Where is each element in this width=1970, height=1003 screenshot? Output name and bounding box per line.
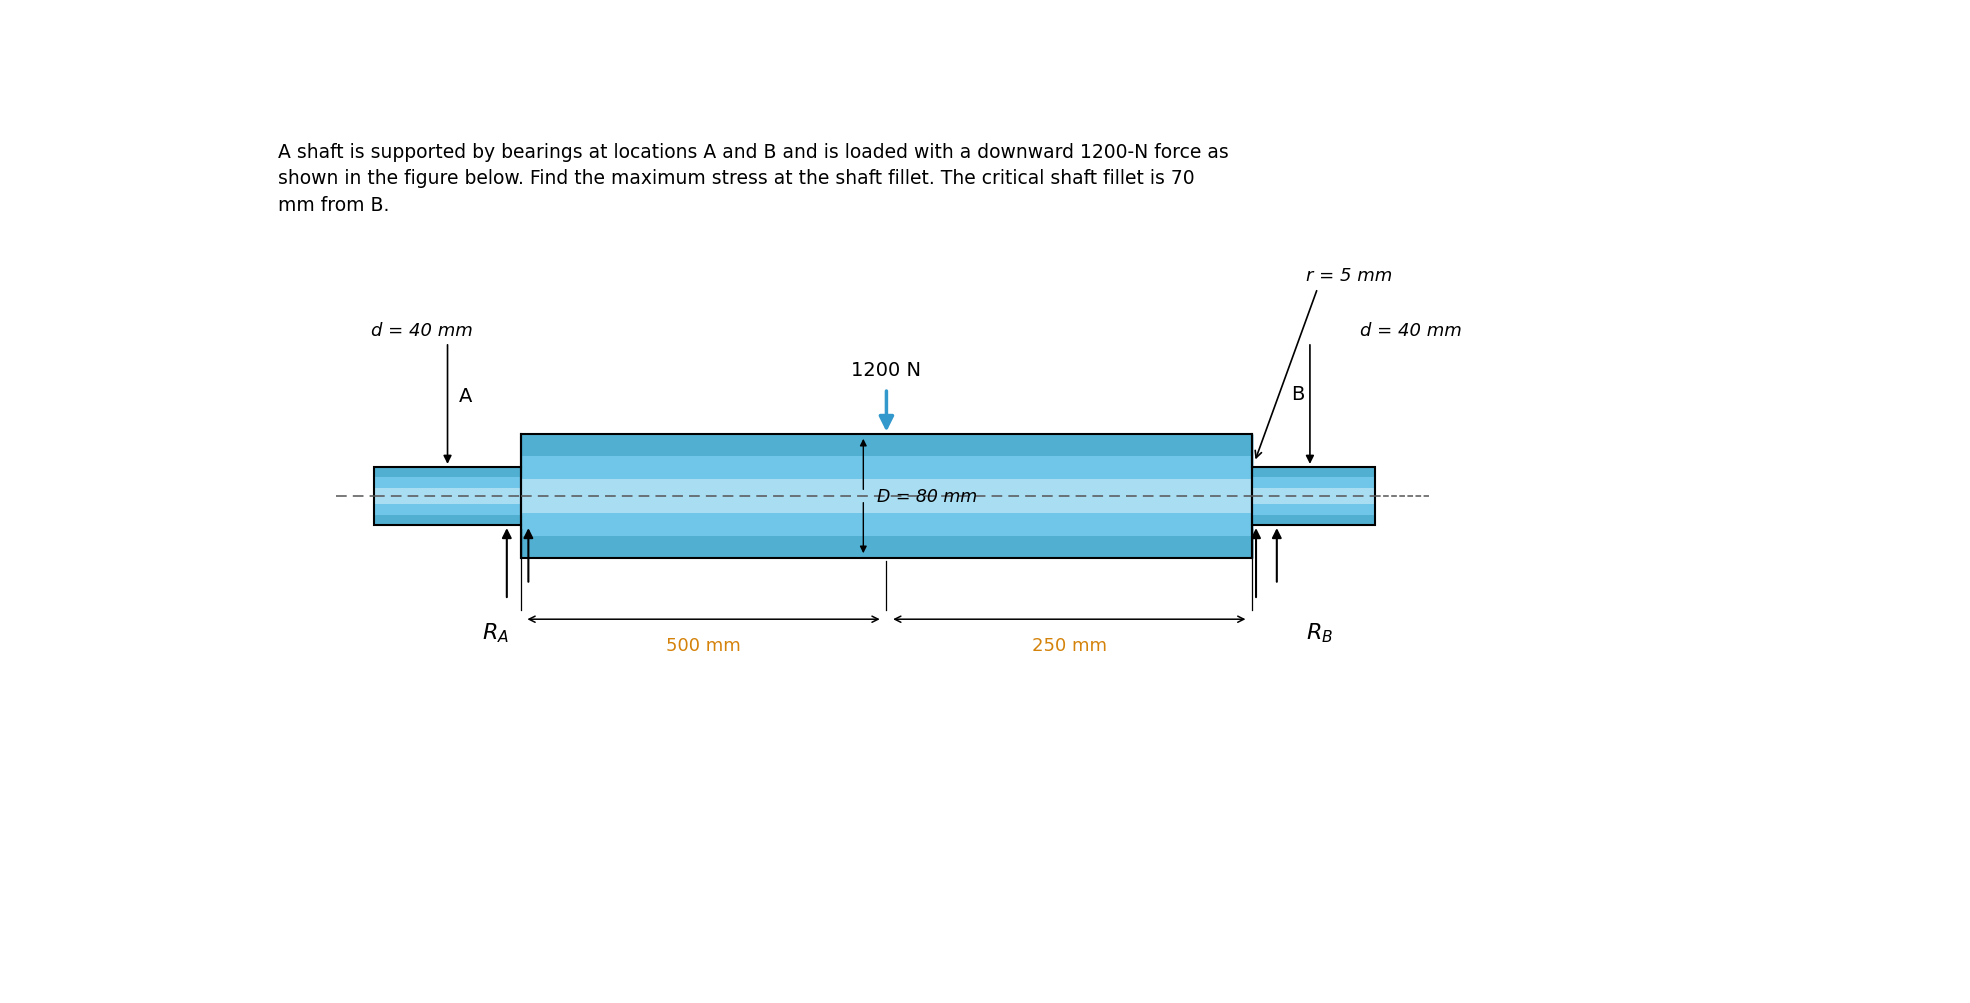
Text: $R_B$: $R_B$ xyxy=(1306,621,1334,645)
Bar xyxy=(520,435,1253,456)
Bar xyxy=(520,435,1253,558)
Bar xyxy=(1253,488,1375,505)
Text: 500 mm: 500 mm xyxy=(666,637,741,655)
Text: A shaft is supported by bearings at locations A and B and is loaded with a downw: A shaft is supported by bearings at loca… xyxy=(278,142,1229,215)
Bar xyxy=(374,467,520,477)
Bar xyxy=(1253,467,1375,526)
Bar xyxy=(374,488,520,505)
Text: d = 40 mm: d = 40 mm xyxy=(1359,322,1462,340)
Text: B: B xyxy=(1290,385,1304,403)
Bar xyxy=(1253,467,1375,477)
Bar xyxy=(374,516,520,526)
Text: 250 mm: 250 mm xyxy=(1032,637,1107,655)
Text: $R_A$: $R_A$ xyxy=(483,621,508,645)
Bar xyxy=(1253,467,1375,526)
Bar xyxy=(374,467,520,526)
Bar xyxy=(520,435,1253,558)
Text: 1200 N: 1200 N xyxy=(851,361,922,379)
Bar xyxy=(520,537,1253,558)
Text: A: A xyxy=(459,387,473,406)
Bar xyxy=(374,467,520,526)
Text: r = 5 mm: r = 5 mm xyxy=(1306,267,1393,285)
Text: D = 80 mm: D = 80 mm xyxy=(877,487,977,506)
Bar xyxy=(1253,516,1375,526)
Text: d = 40 mm: d = 40 mm xyxy=(370,322,473,340)
Bar xyxy=(520,479,1253,514)
